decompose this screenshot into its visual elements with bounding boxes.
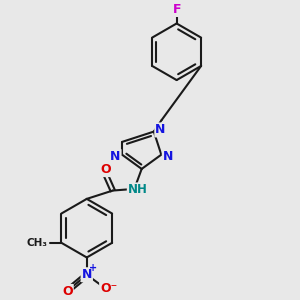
- Text: CH₃: CH₃: [26, 238, 47, 248]
- Text: +: +: [89, 263, 98, 273]
- Text: N: N: [110, 150, 121, 163]
- Text: NH: NH: [128, 183, 148, 196]
- Text: F: F: [172, 3, 181, 16]
- Text: O: O: [62, 285, 73, 298]
- Text: O⁻: O⁻: [100, 282, 117, 295]
- Text: O: O: [101, 163, 111, 176]
- Text: N: N: [82, 268, 92, 281]
- Text: N: N: [155, 123, 166, 136]
- Text: N: N: [163, 150, 173, 163]
